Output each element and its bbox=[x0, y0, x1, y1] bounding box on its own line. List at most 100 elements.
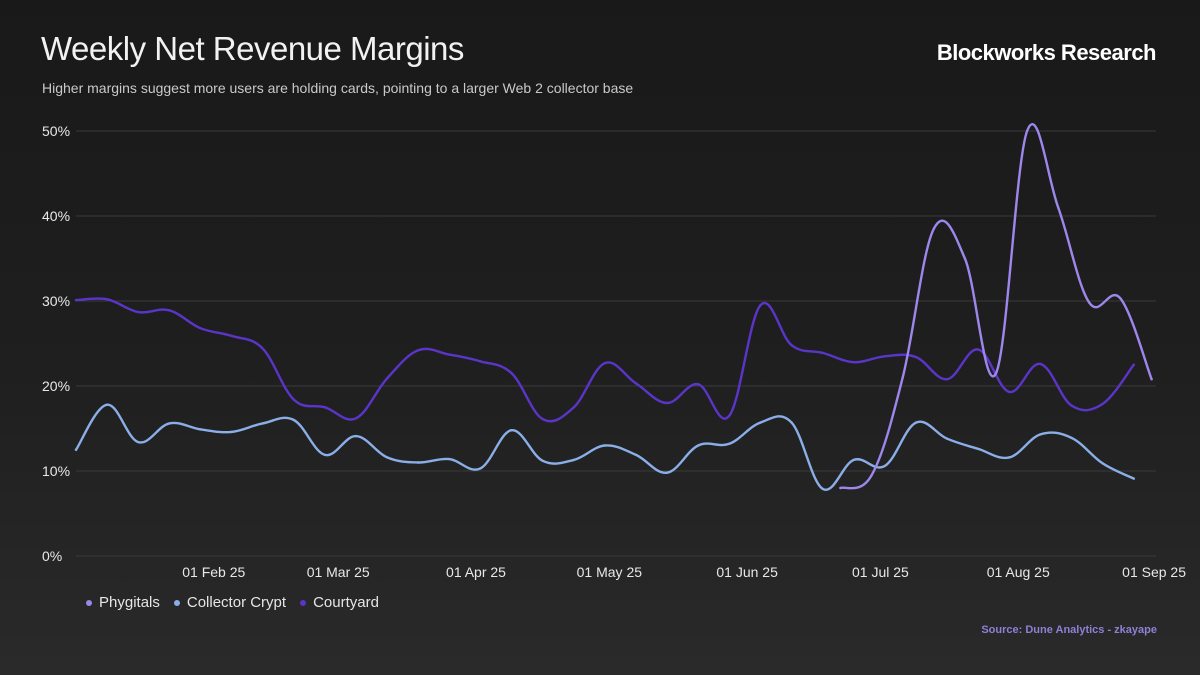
data-point-collector-crypt bbox=[759, 421, 762, 424]
legend-marker-phygitals bbox=[86, 599, 92, 606]
data-point-courtyard bbox=[417, 349, 420, 352]
data-point-courtyard bbox=[137, 310, 140, 314]
series-line-phygitals bbox=[839, 122, 1153, 490]
data-point-phygitals bbox=[1025, 129, 1029, 133]
data-point-courtyard bbox=[914, 355, 918, 359]
data-point-collector-crypt bbox=[883, 464, 887, 468]
data-point-collector-crypt bbox=[448, 457, 451, 461]
data-point-collector-crypt bbox=[105, 403, 109, 406]
y-tick-label: 10% bbox=[42, 463, 70, 479]
data-point-courtyard bbox=[261, 347, 264, 350]
legend-label-phygitals: Phygitals bbox=[99, 594, 160, 611]
data-point-phygitals bbox=[963, 257, 967, 260]
y-tick-label: 40% bbox=[42, 208, 70, 224]
data-point-courtyard bbox=[1008, 390, 1011, 394]
data-point-collector-crypt bbox=[199, 428, 202, 431]
data-point-courtyard bbox=[323, 406, 327, 409]
data-point-phygitals bbox=[1119, 297, 1122, 300]
data-point-collector-crypt bbox=[790, 421, 793, 424]
data-point-collector-crypt bbox=[603, 444, 607, 447]
data-point-courtyard bbox=[665, 401, 669, 405]
data-point-courtyard bbox=[1039, 362, 1042, 366]
data-point-courtyard bbox=[105, 298, 109, 301]
data-point-courtyard bbox=[977, 348, 980, 351]
data-point-courtyard bbox=[1070, 404, 1073, 407]
data-point-courtyard bbox=[74, 298, 78, 302]
y-axis: 0% 10% 20% 30% 40% 50% bbox=[42, 123, 70, 564]
data-point-phygitals bbox=[901, 376, 904, 379]
series-line-courtyard bbox=[74, 297, 1135, 423]
x-tick-label: 01 Jun 25 bbox=[716, 564, 778, 580]
data-point-courtyard bbox=[510, 372, 513, 375]
data-point-phygitals bbox=[870, 474, 873, 477]
data-point-collector-crypt bbox=[74, 448, 78, 451]
data-point-courtyard bbox=[634, 382, 638, 385]
data-point-courtyard bbox=[541, 417, 544, 421]
legend-item-collector-crypt[interactable]: Collector Crypt bbox=[173, 594, 287, 611]
legend-item-courtyard[interactable]: Courtyard bbox=[300, 594, 379, 611]
data-point-courtyard bbox=[759, 304, 762, 307]
data-point-courtyard bbox=[292, 398, 295, 401]
y-tick-label: 0% bbox=[42, 548, 62, 564]
data-point-phygitals bbox=[932, 227, 935, 230]
data-point-collector-crypt bbox=[230, 430, 233, 434]
data-point-courtyard bbox=[603, 361, 607, 365]
legend-label-courtyard: Courtyard bbox=[313, 594, 379, 611]
data-point-courtyard bbox=[448, 353, 451, 356]
data-point-collector-crypt bbox=[354, 434, 358, 438]
x-tick-label: 01 Jul 25 bbox=[852, 564, 909, 580]
data-point-courtyard bbox=[385, 377, 389, 380]
data-point-phygitals bbox=[1057, 206, 1060, 209]
data-point-courtyard bbox=[883, 355, 887, 358]
data-point-phygitals bbox=[994, 372, 998, 375]
data-point-phygitals bbox=[1088, 301, 1091, 304]
data-point-courtyard bbox=[572, 406, 575, 409]
data-point-courtyard bbox=[852, 361, 855, 364]
data-point-collector-crypt bbox=[479, 467, 482, 470]
data-point-courtyard bbox=[1101, 402, 1104, 406]
data-point-collector-crypt bbox=[261, 422, 264, 425]
y-tick-label: 30% bbox=[42, 293, 70, 309]
data-point-collector-crypt bbox=[1132, 477, 1135, 480]
grid-layer bbox=[76, 130, 1156, 557]
legend-item-phygitals[interactable]: Phygitals bbox=[86, 594, 160, 611]
data-point-collector-crypt bbox=[572, 458, 575, 462]
y-tick-label: 50% bbox=[42, 123, 70, 139]
data-point-collector-crypt bbox=[1070, 436, 1073, 440]
data-point-collector-crypt bbox=[914, 421, 918, 424]
data-point-phygitals bbox=[839, 486, 842, 490]
data-point-courtyard bbox=[790, 344, 793, 347]
legend-label-collector-crypt: Collector Crypt bbox=[186, 594, 287, 611]
data-point-courtyard bbox=[199, 327, 202, 330]
chart-subtitle: Higher margins suggest more users are ho… bbox=[42, 80, 634, 96]
data-point-courtyard bbox=[945, 378, 949, 381]
data-point-collector-crypt bbox=[1101, 462, 1104, 465]
x-tick-label: 01 Apr 25 bbox=[446, 564, 506, 580]
x-tick-label: 01 May 25 bbox=[577, 564, 643, 580]
data-point-collector-crypt bbox=[385, 456, 389, 459]
chart-title: Weekly Net Revenue Margins bbox=[41, 30, 464, 67]
legend: Phygitals Collector Crypt Courtyard bbox=[86, 594, 393, 611]
data-point-phygitals bbox=[1150, 378, 1153, 381]
data-point-collector-crypt bbox=[323, 453, 327, 457]
legend-marker-collector-crypt bbox=[173, 599, 180, 606]
x-tick-label: 01 Mar 25 bbox=[307, 564, 370, 580]
data-point-courtyard bbox=[1132, 363, 1135, 366]
data-point-collector-crypt bbox=[137, 440, 140, 444]
x-tick-label: 01 Aug 25 bbox=[987, 564, 1050, 580]
data-point-collector-crypt bbox=[510, 429, 513, 432]
data-point-courtyard bbox=[728, 414, 731, 417]
data-point-collector-crypt bbox=[821, 487, 824, 491]
legend-marker-courtyard bbox=[300, 599, 307, 606]
data-point-collector-crypt bbox=[665, 471, 669, 474]
data-point-courtyard bbox=[354, 417, 358, 420]
x-axis: 01 Feb 25 01 Mar 25 01 Apr 25 01 May 25 01 J… bbox=[182, 564, 1186, 580]
y-tick-label: 20% bbox=[42, 378, 70, 394]
data-point-collector-crypt bbox=[1039, 433, 1042, 436]
data-point-courtyard bbox=[697, 383, 700, 386]
data-point-collector-crypt bbox=[728, 442, 731, 445]
data-point-courtyard bbox=[230, 334, 233, 338]
data-point-collector-crypt bbox=[292, 418, 295, 422]
data-point-courtyard bbox=[479, 360, 482, 363]
data-point-collector-crypt bbox=[541, 459, 544, 462]
